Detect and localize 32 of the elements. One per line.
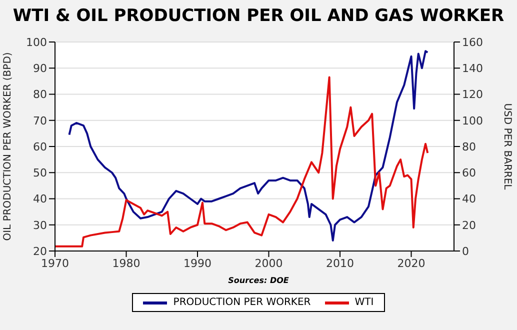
y2-tick-label: 20	[462, 218, 476, 232]
y-tick-label: 40	[33, 192, 47, 206]
x-tick-label: 2010	[326, 256, 354, 270]
y2-tick-label: 100	[462, 114, 483, 128]
y-axis-title: OIL PRODUCTION PER WORKER (BPD)	[2, 52, 14, 241]
y2-tick-label: 60	[462, 166, 476, 180]
source-note: Sources: DOE	[228, 275, 289, 287]
legend-label: WTI	[354, 297, 374, 308]
line-series	[55, 76, 429, 248]
y-tick-label: 90	[33, 62, 47, 76]
x-tick-label: 2000	[254, 256, 283, 270]
x-tick-label: 1990	[184, 256, 212, 270]
legend-label: PRODUCTION PER WORKER	[173, 297, 311, 308]
line-series	[68, 50, 429, 242]
y-tick-label: 100	[26, 36, 47, 49]
y2-tick-label: 160	[462, 36, 483, 49]
y-tick-label: 20	[33, 244, 47, 258]
x-tick-label: 2020	[397, 256, 426, 270]
y2-tick-label: 0	[462, 244, 469, 258]
y2-tick-label: 80	[462, 140, 476, 154]
y-tick-label: 50	[33, 166, 47, 180]
y-tick-label: 30	[33, 218, 47, 232]
x-tick-label: 1980	[112, 256, 140, 270]
y-tick-label: 60	[33, 140, 47, 154]
y2-axis-title: USD PER BARREL	[501, 103, 512, 190]
y2-tick-label: 140	[462, 62, 483, 76]
y2-tick-label: 120	[462, 88, 483, 102]
y-tick-label: 70	[33, 114, 47, 128]
x-tick-label: 1970	[41, 256, 69, 270]
chart-title: WTI & OIL PRODUCTION PER OIL AND GAS WORKER	[12, 6, 506, 26]
y2-tick-label: 40	[462, 192, 476, 206]
y-tick-label: 80	[33, 88, 47, 102]
